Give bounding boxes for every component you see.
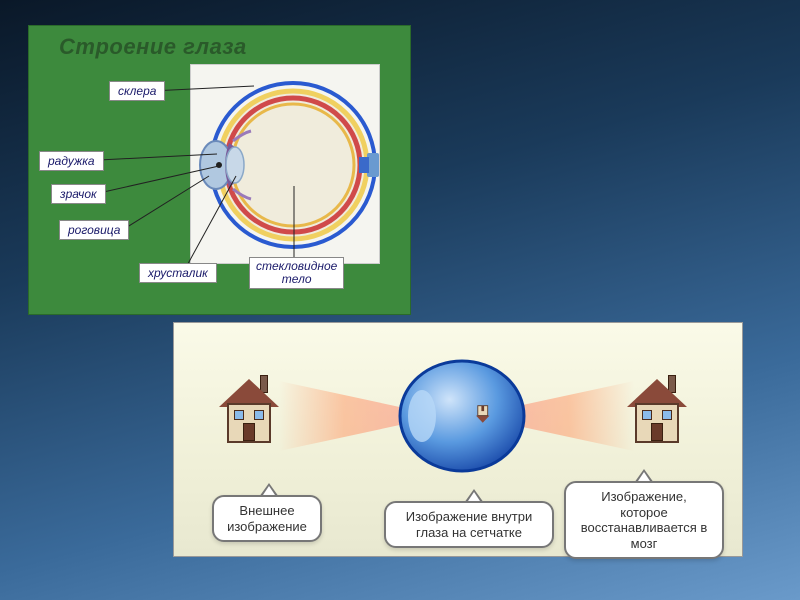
- vision-eye-svg: [384, 351, 534, 481]
- external-object-house: [219, 373, 279, 443]
- callout-brain-image: Изображение, которое восстанавливается в…: [564, 481, 724, 559]
- vision-process-panel: Внешнее изображение Изображение внутри г…: [173, 322, 743, 557]
- callout-external-l1: Внешнее: [239, 503, 294, 518]
- label-vitreous-l1: стекловидное: [256, 259, 337, 273]
- eye-anatomy-panel: Строение глаза: [28, 25, 411, 315]
- label-sclera: склера: [109, 81, 165, 101]
- brain-image-house: [627, 373, 687, 443]
- label-vitreous-l2: тело: [282, 272, 312, 286]
- label-pupil: зрачок: [51, 184, 106, 204]
- callout-external-image: Внешнее изображение: [212, 495, 322, 542]
- label-lens: хрусталик: [139, 263, 217, 283]
- anatomy-title: Строение глаза: [59, 34, 247, 60]
- label-iris: радужка: [39, 151, 104, 171]
- callout-retina-image: Изображение внутри глаза на сетчатке: [384, 501, 554, 548]
- label-cornea: роговица: [59, 220, 129, 240]
- callout-external-l2: изображение: [227, 519, 307, 534]
- eye-cross-section-svg: [191, 65, 381, 265]
- callout-brain-l2: восстанавливается в мозг: [581, 520, 708, 551]
- callout-retina-l2: глаза на сетчатке: [416, 525, 522, 540]
- callout-brain-l1: Изображение, которое: [601, 489, 687, 520]
- eye-cross-section-diagram: [190, 64, 380, 264]
- label-vitreous: стекловидное тело: [249, 257, 344, 289]
- callout-retina-l1: Изображение внутри: [406, 509, 533, 524]
